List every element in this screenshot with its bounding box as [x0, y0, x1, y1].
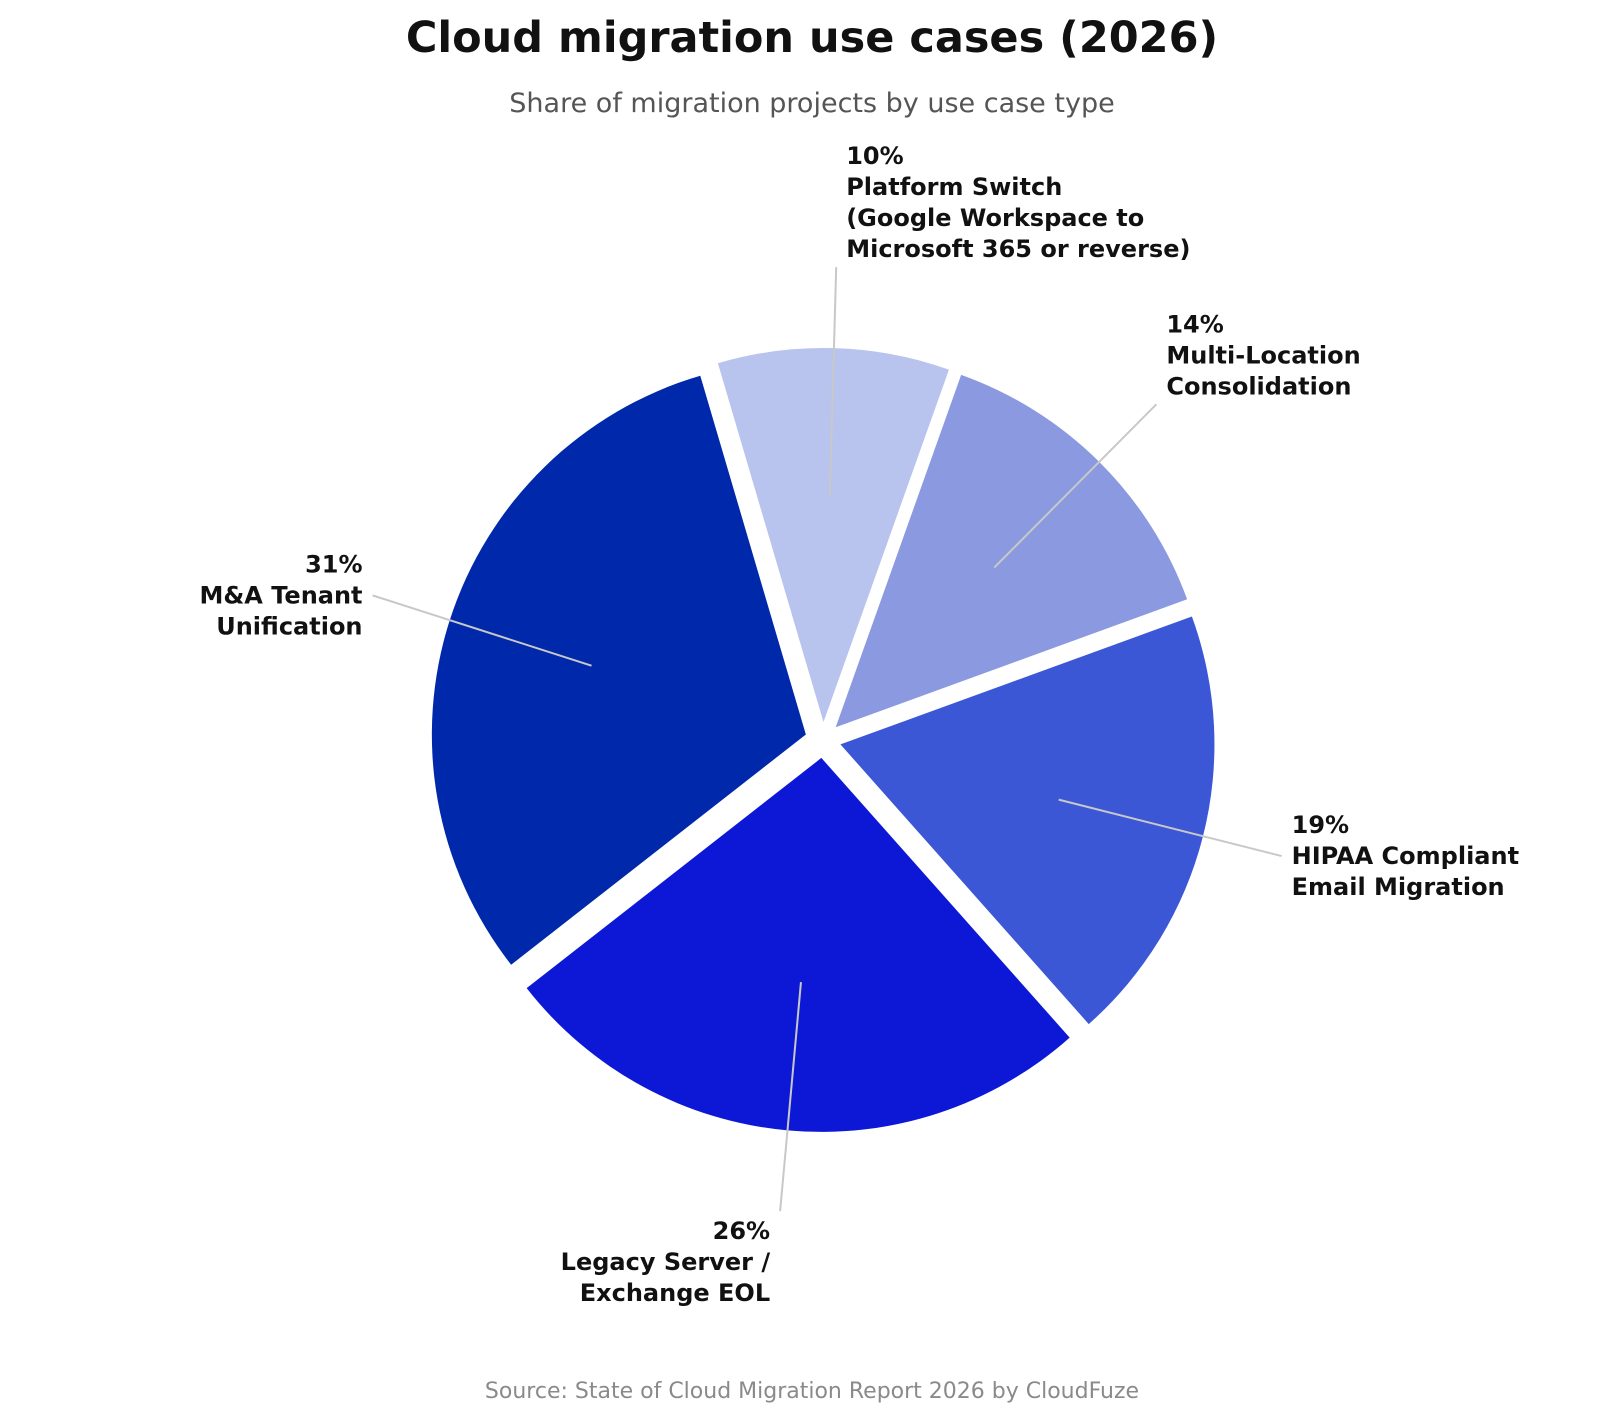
slice-value-label: 26% — [713, 1217, 770, 1245]
slice-category-label: Microsoft 365 or reverse) — [846, 235, 1190, 263]
pie-slice — [717, 348, 949, 723]
slice-category-label: Exchange EOL — [580, 1279, 770, 1307]
pie-slice — [840, 616, 1215, 1025]
slice-value-label: 31% — [305, 550, 362, 578]
slice-category-label: Consolidation — [1166, 372, 1351, 400]
leader-line — [1058, 798, 1282, 858]
slice-category-label: Email Migration — [1292, 873, 1505, 901]
chart-title: Cloud migration use cases (2026) — [406, 13, 1218, 63]
slice-category-label: Platform Switch — [846, 173, 1062, 201]
leader-line — [779, 982, 802, 1212]
leader-line — [372, 594, 592, 667]
leader-line — [828, 267, 838, 498]
pie-slices — [431, 348, 1215, 1132]
slice-category-label: HIPAA Compliant — [1292, 842, 1519, 870]
leader-lines — [372, 267, 1282, 1212]
slice-category-label: Unification — [216, 612, 362, 640]
pie-slice — [526, 757, 1070, 1132]
slice-value-label: 19% — [1292, 811, 1349, 839]
slice-category-label: Multi-Location — [1166, 341, 1360, 369]
leader-line — [993, 403, 1158, 569]
chart-source: Source: State of Cloud Migration Report … — [485, 1379, 1139, 1404]
slice-value-label: 10% — [846, 142, 903, 170]
slice-value-label: 14% — [1166, 310, 1223, 338]
slice-category-label: M&A Tenant — [199, 581, 362, 609]
slice-category-label: Legacy Server / — [561, 1248, 771, 1276]
chart-subtitle: Share of migration projects by use case … — [509, 88, 1114, 119]
slice-labels: 19% HIPAA Compliant Email Migration 26% Lega… — [199, 142, 1519, 1307]
slice-category-label: (Google Workspace to — [846, 204, 1144, 232]
pie-slice — [431, 375, 806, 965]
